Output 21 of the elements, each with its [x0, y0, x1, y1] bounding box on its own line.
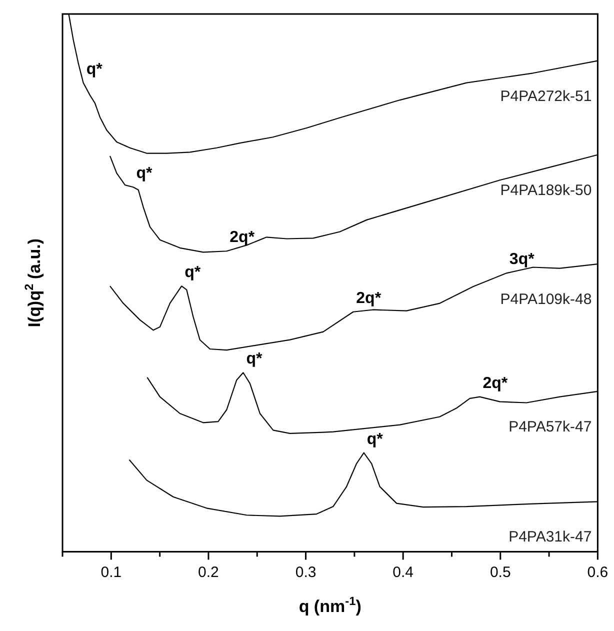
- annotation: q*: [246, 350, 263, 368]
- x-axis-title: q (nm$^{-1}$): [298, 594, 362, 616]
- annotation: q*: [136, 165, 154, 182]
- x-tick-label: 0.6: [587, 564, 608, 582]
- annotation: 2q*: [482, 374, 508, 392]
- annotation: q*: [86, 60, 104, 78]
- annotation: 2q*: [356, 290, 382, 307]
- annotation: q*: [366, 430, 384, 448]
- x-tick-label: 0.1: [100, 564, 122, 582]
- annotation: 3q*: [509, 251, 536, 268]
- series-label: P4PA272k-51: [500, 88, 592, 105]
- series-label: P4PA57k-47: [508, 418, 592, 436]
- series-label: P4PA31k-47: [508, 528, 592, 546]
- x-tick-label: 0.5: [490, 564, 511, 582]
- annotation: 2q*: [230, 229, 256, 246]
- x-tick-label: 0.4: [392, 564, 414, 582]
- x-tick-label: 0.3: [295, 564, 316, 582]
- series-label: P4PA189k-50: [500, 182, 592, 199]
- annotation: q*: [184, 264, 202, 282]
- x-tick-label: 0.2: [198, 564, 219, 582]
- series-label: P4PA109k-48: [500, 291, 592, 308]
